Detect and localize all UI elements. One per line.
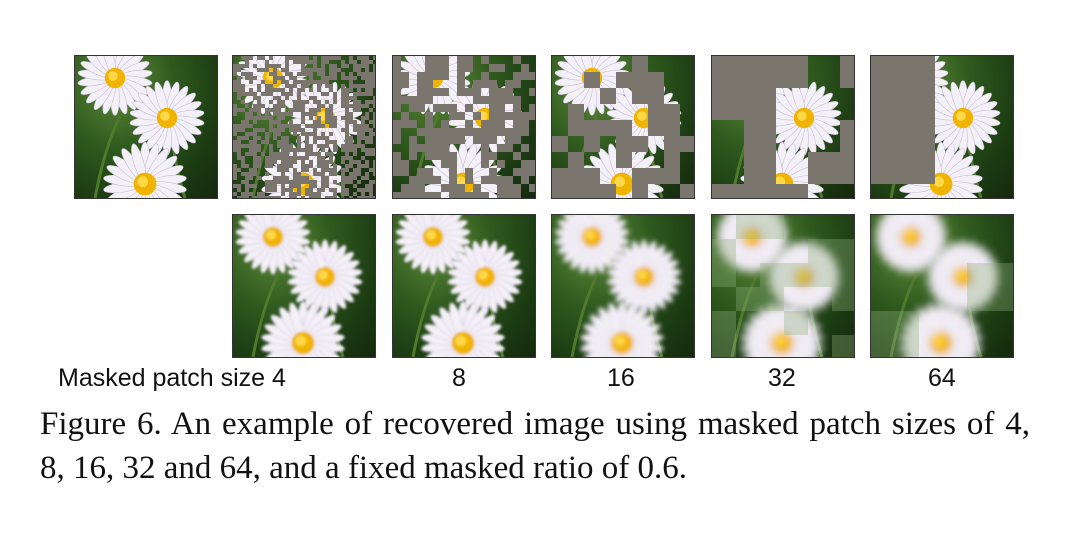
label-patch-size-64: 64 bbox=[928, 364, 956, 392]
masked-image-patch-32-art bbox=[712, 56, 854, 198]
mask-patches bbox=[712, 56, 854, 198]
recovered-image-patch-64-art bbox=[871, 215, 1013, 357]
recovered-image-patch-4-art bbox=[235, 215, 363, 357]
masked-image-patch-4-art bbox=[233, 56, 375, 198]
recovered-image-patch-64 bbox=[870, 214, 1014, 358]
label-patch-size-32: 32 bbox=[768, 364, 796, 392]
recovered-image-patch-32 bbox=[711, 214, 855, 358]
recovered-image-patch-4 bbox=[232, 214, 376, 358]
mask-patches bbox=[233, 56, 375, 198]
original-image-art bbox=[77, 56, 205, 198]
label-patch-size-16: 16 bbox=[607, 364, 635, 392]
masked-image-patch-16 bbox=[551, 55, 695, 199]
original-image bbox=[74, 55, 218, 199]
masked-image-patch-8-art bbox=[393, 56, 535, 198]
recovered-image-patch-16 bbox=[551, 214, 695, 358]
label-patch-size-4: Masked patch size 4 bbox=[58, 364, 286, 392]
masked-image-patch-32 bbox=[711, 55, 855, 199]
mask-patches bbox=[552, 56, 694, 198]
masked-image-patch-64 bbox=[870, 55, 1014, 199]
recovered-image-patch-8 bbox=[392, 214, 536, 358]
masked-image-patch-4 bbox=[232, 55, 376, 199]
masked-image-patch-8 bbox=[392, 55, 536, 199]
recovered-image-patch-8-art bbox=[395, 215, 523, 357]
masked-image-patch-64-art bbox=[871, 56, 1001, 198]
recovered-image-patch-32-art bbox=[712, 215, 854, 357]
masked-image-patch-16-art bbox=[552, 56, 694, 198]
figure-caption: Figure 6. An example of recovered image … bbox=[40, 406, 1030, 486]
recovered-image-patch-16-art bbox=[554, 215, 682, 357]
mask-patches bbox=[871, 56, 935, 184]
mask-patches bbox=[393, 56, 535, 198]
label-patch-size-8: 8 bbox=[452, 364, 466, 392]
